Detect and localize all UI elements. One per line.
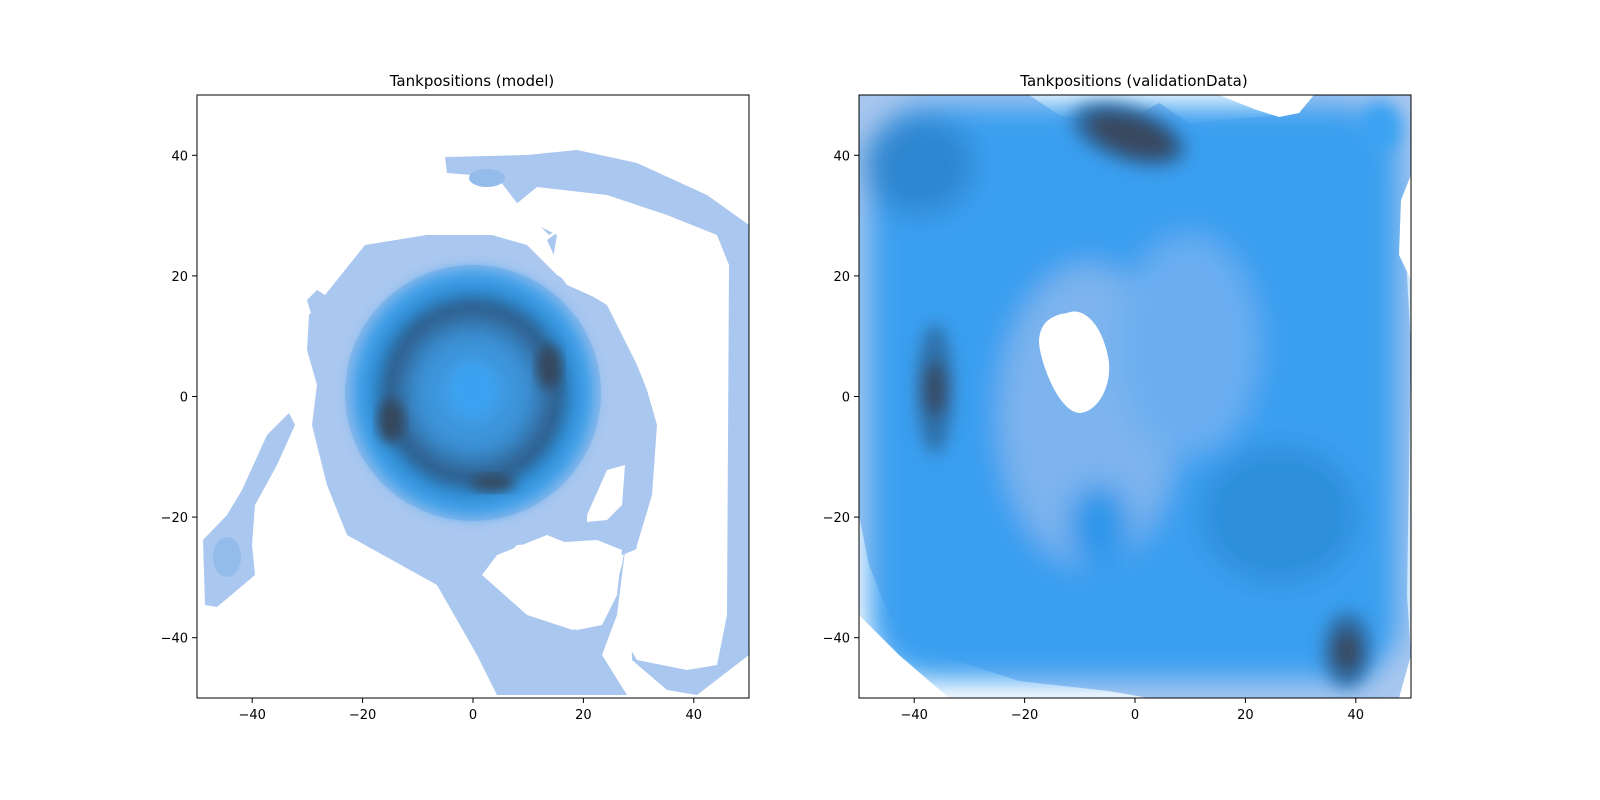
y-tick-label: −40 xyxy=(161,632,188,647)
density-center-peak xyxy=(451,363,495,415)
chart-title: Tankpositions (validationData) xyxy=(1019,72,1247,90)
density-mid-topleft xyxy=(864,115,974,215)
x-tick-label: 20 xyxy=(575,708,592,723)
chart-panel-validation: Tankpositions (validationData) xyxy=(823,72,1412,723)
plot-area xyxy=(203,150,749,695)
density-small-blob-left xyxy=(213,537,241,577)
density-hole-right-edge xyxy=(1399,175,1411,280)
y-axis: −40 −20 0 20 40 xyxy=(823,149,859,647)
density-mid-right xyxy=(1199,445,1359,585)
x-tick-label: −20 xyxy=(1011,708,1038,723)
density-small-arm xyxy=(307,290,347,345)
density-hole-corner-bl xyxy=(859,615,949,698)
x-axis: −40 −20 0 20 40 xyxy=(900,698,1364,723)
density-hotspot-left xyxy=(378,399,404,443)
plot-area xyxy=(859,95,1411,698)
y-tick-label: 40 xyxy=(171,149,188,164)
y-tick-label: 40 xyxy=(833,149,850,164)
chart-title: Tankpositions (model) xyxy=(389,72,554,90)
x-tick-label: −20 xyxy=(349,708,376,723)
x-tick-label: 40 xyxy=(686,708,703,723)
x-tick-label: 40 xyxy=(1348,708,1365,723)
y-tick-label: −40 xyxy=(823,632,850,647)
y-tick-label: 0 xyxy=(842,391,850,406)
density-hole-lower xyxy=(492,540,622,630)
density-low-band-right xyxy=(1119,235,1259,455)
x-tick-label: −40 xyxy=(900,708,927,723)
y-tick-label: 20 xyxy=(171,270,188,285)
y-tick-label: −20 xyxy=(823,511,850,526)
density-mid-bottom xyxy=(1069,485,1129,565)
density-hotspot-right xyxy=(537,345,561,389)
x-tick-label: 20 xyxy=(1237,708,1254,723)
density-hotspot-top xyxy=(1086,111,1176,159)
density-hole-center xyxy=(1039,311,1110,413)
density-hole-small xyxy=(587,465,625,522)
density-blob-topright xyxy=(1359,101,1403,153)
x-axis: −40 −20 0 20 40 xyxy=(238,698,702,723)
y-tick-label: 0 xyxy=(180,391,188,406)
y-tick-label: −20 xyxy=(161,511,188,526)
density-hotspot-bottom xyxy=(471,475,515,491)
y-tick-label: 20 xyxy=(833,270,850,285)
density-hole-right xyxy=(515,187,729,670)
x-tick-label: −40 xyxy=(238,708,265,723)
density-hotspot-left xyxy=(923,361,947,417)
density-hotspot-bottomright xyxy=(1333,629,1361,673)
x-tick-label: 0 xyxy=(1131,708,1139,723)
density-hole-topright xyxy=(1219,95,1314,117)
chart-panel-model: Tankpositions (model) xyxy=(161,72,750,723)
x-tick-label: 0 xyxy=(469,708,477,723)
density-small-blob-top xyxy=(469,169,505,187)
y-axis: −40 −20 0 20 40 xyxy=(161,149,197,647)
